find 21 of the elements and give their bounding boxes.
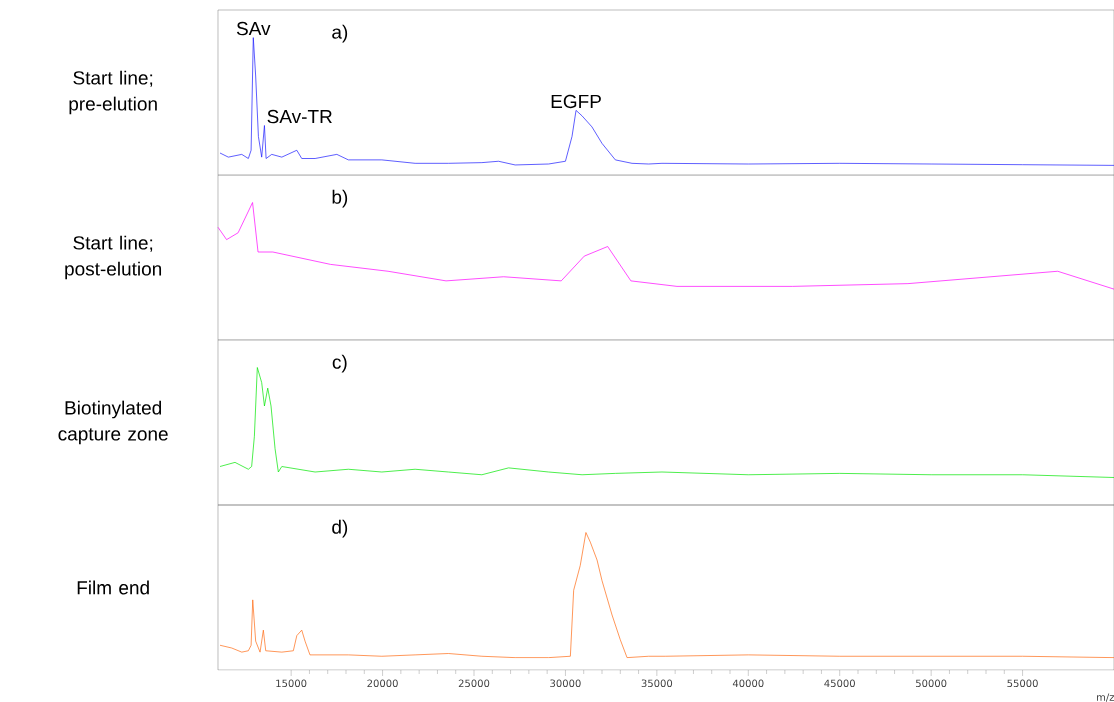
x-tick-label: 15000: [276, 679, 307, 688]
annotation: EGFP: [551, 94, 601, 109]
annotation: SAv: [236, 21, 271, 36]
chart-title: a): [332, 24, 348, 43]
x-tick-label: 40000: [732, 679, 764, 688]
x-axis-title: m/z: [1097, 693, 1114, 702]
x-tick-label: 30000: [550, 679, 581, 688]
x-tick-label: 35000: [641, 679, 673, 688]
chart-title: d): [332, 519, 348, 538]
y-axis-title: Film end: [77, 580, 149, 595]
y-axis-title: Biotinylated capture zone: [58, 400, 168, 445]
x-tick-label: 45000: [824, 679, 855, 688]
x-tick-label: 50000: [916, 679, 947, 688]
y-axis-title: Start line; post-elution: [65, 235, 162, 280]
x-tick-label: 55000: [1007, 679, 1038, 688]
x-tick-label: 25000: [458, 679, 490, 688]
y-axis-title: Start line; pre-elution: [69, 70, 157, 115]
chart-title: b): [332, 189, 348, 208]
annotation: SAv-TR: [267, 109, 332, 124]
x-tick-label: 20000: [367, 679, 398, 688]
chart-title: c): [332, 354, 347, 373]
